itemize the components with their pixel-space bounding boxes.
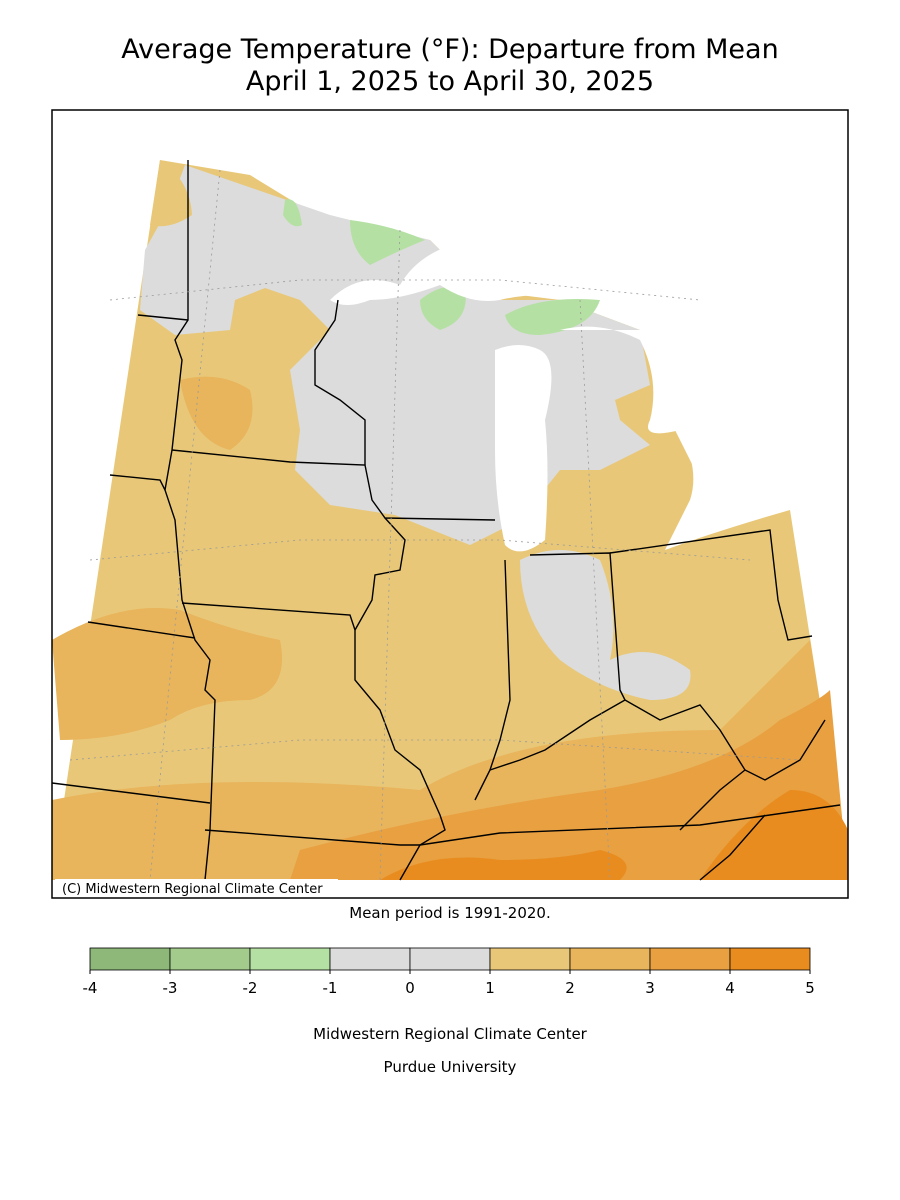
legend-tick-label: -1 xyxy=(323,979,338,997)
legend-tick-label: -4 xyxy=(83,979,98,997)
legend-tick-label: -3 xyxy=(163,979,178,997)
title-line: Average Temperature (°F): Departure from… xyxy=(121,34,778,65)
legend-bin xyxy=(729,947,811,971)
legend-bin xyxy=(329,947,411,971)
legend-tick-label: 3 xyxy=(645,979,655,997)
note: Mean period is 1991-2020. xyxy=(349,904,550,922)
legend-tick-label: 0 xyxy=(405,979,415,997)
map-frame xyxy=(51,109,849,899)
legend-bin xyxy=(489,947,571,971)
region-2-3 xyxy=(52,608,282,740)
graticule xyxy=(69,169,801,881)
region-2-3 xyxy=(180,376,253,450)
footer-line: Midwestern Regional Climate Center xyxy=(313,1025,588,1043)
state-borders xyxy=(52,160,841,881)
region-3-4 xyxy=(290,690,848,880)
title-line: April 1, 2025 to April 30, 2025 xyxy=(246,66,654,97)
legend: -4 -3 -2 -1 0 1 2 3 4 5 xyxy=(83,947,815,997)
legend-tick-label: 1 xyxy=(485,979,495,997)
region-4-5 xyxy=(380,850,627,880)
lakes xyxy=(330,110,848,552)
legend-tick-label: 4 xyxy=(725,979,735,997)
legend-tick-label: 5 xyxy=(805,979,815,997)
legend-bin xyxy=(409,947,491,971)
credit: (C) Midwestern Regional Climate Center xyxy=(62,882,323,897)
legend-bin xyxy=(89,947,171,971)
region-1-2 xyxy=(150,160,192,227)
region-cool xyxy=(283,199,302,227)
region-cool xyxy=(505,299,600,335)
legend-bin xyxy=(169,947,251,971)
legend-bin xyxy=(249,947,331,971)
region-1-2 xyxy=(240,292,294,345)
map: (C) Midwestern Regional Climate Center xyxy=(51,109,849,899)
region-cool xyxy=(350,220,425,265)
region-0-1 xyxy=(520,550,691,700)
footer-line: Purdue University xyxy=(384,1058,517,1076)
legend-bin xyxy=(569,947,651,971)
region-cool xyxy=(420,286,466,330)
legend-tick-label: -2 xyxy=(243,979,258,997)
legend-tick-label: 2 xyxy=(565,979,575,997)
region-4-5 xyxy=(700,790,848,880)
credit-box xyxy=(55,879,338,897)
legend-bin xyxy=(649,947,731,971)
